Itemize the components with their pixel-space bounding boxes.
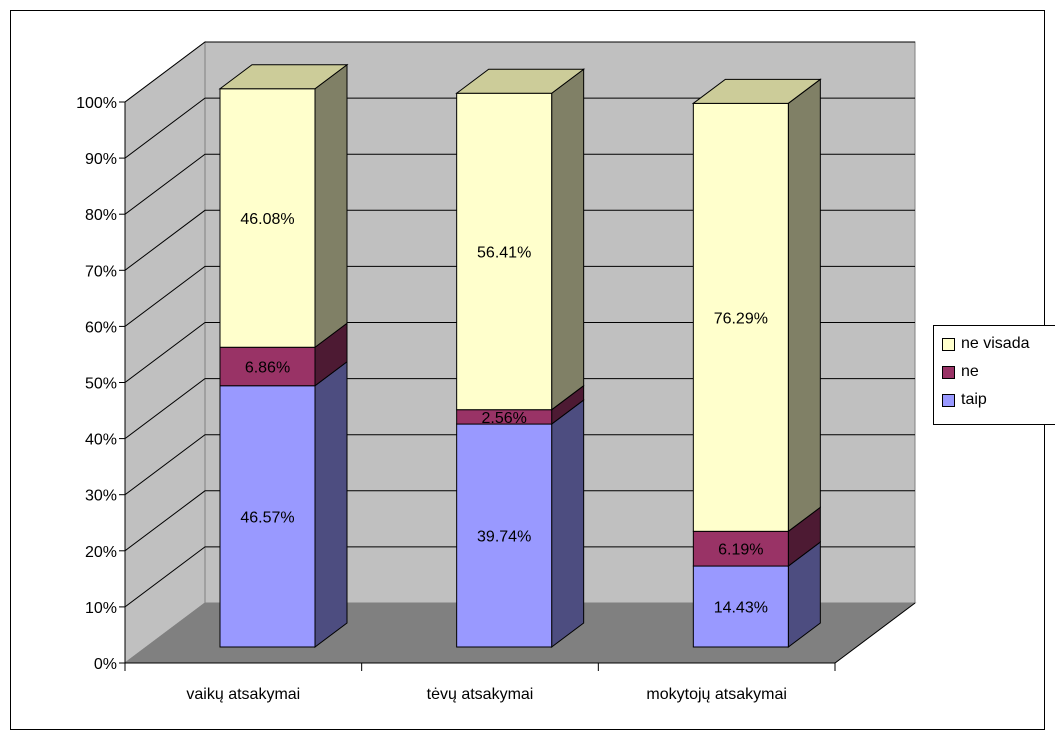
data-label: 76.29%	[714, 310, 768, 327]
y-tick-label: 20%	[85, 544, 117, 561]
y-tick-label: 90%	[85, 151, 117, 168]
legend: ne visada ne taip	[933, 325, 1055, 425]
gridline	[124, 434, 915, 496]
legend-label: ne	[961, 363, 979, 380]
gridline	[124, 378, 915, 440]
legend-entry: ne	[942, 358, 1055, 386]
bar-top	[455, 68, 586, 94]
bar-side-ne-visada	[787, 78, 821, 533]
bar-taip	[219, 385, 316, 648]
legend-swatch	[942, 393, 955, 407]
category-label: mokytojų atsakymai	[646, 686, 787, 703]
bar-top	[691, 78, 822, 104]
data-label: 46.57%	[240, 509, 294, 526]
bar-ne-visada	[219, 88, 316, 348]
gridline	[124, 490, 915, 552]
bar-side-ne-visada	[314, 63, 348, 349]
legend-entry: taip	[942, 386, 1055, 414]
bar-ne-visada	[456, 92, 553, 411]
bar-taip	[692, 565, 789, 648]
floor-edge	[834, 602, 916, 664]
bar-top	[218, 64, 349, 90]
category-label: vaikų atsakymai	[186, 686, 300, 703]
gridline	[124, 546, 915, 608]
y-tick-label: 100%	[76, 95, 117, 112]
data-label: 14.43%	[714, 600, 768, 617]
y-tick-label: 10%	[85, 600, 117, 617]
legend-swatch	[942, 365, 955, 379]
data-label: 46.08%	[240, 211, 294, 228]
bars	[218, 63, 822, 648]
bar-side-taip	[551, 399, 585, 648]
bar-ne	[692, 530, 789, 567]
gridline	[124, 265, 915, 327]
y-tick-label: 50%	[85, 376, 117, 393]
data-label: 2.56%	[481, 410, 526, 427]
legend-swatch	[942, 337, 955, 351]
data-label: 6.19%	[718, 542, 763, 559]
gridline	[124, 97, 915, 159]
y-tick-labels: 0% 10% 20% 30% 40% 50% 60% 70% 80% 90% 100%	[76, 95, 117, 673]
y-tick-label: 40%	[85, 432, 117, 449]
data-label: 39.74%	[477, 529, 531, 546]
bar-taip	[456, 423, 553, 648]
y-tick-label: 60%	[85, 319, 117, 336]
category-label: tėvų atsakymai	[427, 686, 534, 703]
y-tick-label: 80%	[85, 207, 117, 224]
data-label: 6.86%	[245, 360, 290, 377]
gridline	[124, 41, 915, 103]
y-tick-label: 0%	[94, 656, 117, 673]
y-tick-label: 70%	[85, 263, 117, 280]
gridline	[124, 209, 915, 271]
y-tick-label: 30%	[85, 488, 117, 505]
gridlines	[124, 41, 915, 608]
bar-side-ne-visada	[551, 68, 585, 411]
legend-entry: ne visada	[942, 330, 1055, 358]
bar-ne-visada	[692, 102, 789, 532]
gridline	[124, 322, 915, 383]
bar-side-taip	[314, 360, 348, 648]
data-labels: 46.57% 6.86% 46.08% 39.74% 2.56% 56.41% 14.43%…	[240, 211, 768, 617]
legend-label: taip	[961, 391, 987, 408]
gridline	[124, 153, 915, 215]
legend-label: ne visada	[961, 335, 1030, 352]
axes	[119, 101, 916, 671]
data-label: 56.41%	[477, 244, 531, 261]
category-labels: vaikų atsakymai tėvų atsakymai mokytojų at…	[186, 686, 786, 703]
